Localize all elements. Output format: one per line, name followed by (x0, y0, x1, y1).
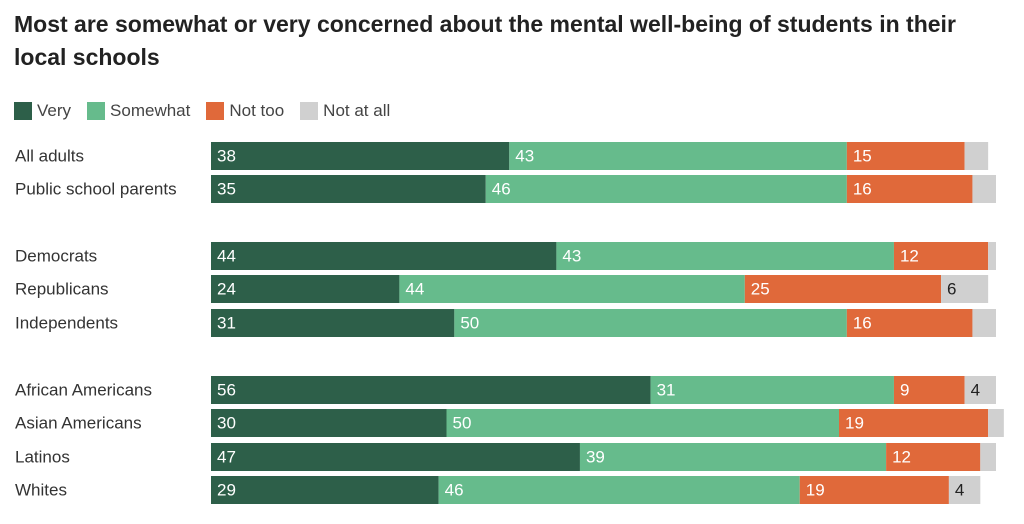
bar-not-at-all-asian-americans (988, 409, 1004, 437)
data-label-very-public-school-parents: 35 (217, 180, 236, 199)
legend-item-not-too: Not too (206, 101, 284, 121)
bar-not-too-african-americans (893, 376, 965, 404)
bar-not-at-all-independents (972, 309, 996, 337)
data-label-very-whites: 29 (217, 481, 236, 500)
bar-somewhat-latinos (579, 443, 887, 471)
data-label-somewhat-republicans: 44 (405, 280, 424, 299)
data-label-not-at-all-republicans: 6 (947, 280, 956, 299)
bar-not-at-all-latinos (980, 443, 996, 471)
data-label-very-asian-americans: 30 (217, 414, 236, 433)
bar-not-too-all-adults (846, 142, 965, 170)
bar-somewhat-public-school-parents (485, 175, 847, 203)
bar-not-at-all-republicans (941, 275, 989, 303)
legend: Very Somewhat Not too Not at all (14, 100, 406, 122)
bar-somewhat-all-adults (509, 142, 847, 170)
data-label-very-all-adults: 38 (217, 147, 236, 166)
data-label-not-too-public-school-parents: 16 (853, 180, 872, 199)
category-label-independents: Independents (15, 314, 118, 333)
data-label-not-too-independents: 16 (853, 314, 872, 333)
bar-very-public-school-parents (211, 175, 486, 203)
data-label-somewhat-democrats: 43 (562, 247, 581, 266)
bar-very-republicans (211, 275, 400, 303)
bar-not-too-whites (799, 476, 949, 504)
bar-not-at-all-public-school-parents (972, 175, 996, 203)
data-label-somewhat-public-school-parents: 46 (492, 180, 511, 199)
data-label-somewhat-all-adults: 43 (515, 147, 534, 166)
bar-very-all-adults (211, 142, 510, 170)
data-label-somewhat-asian-americans: 50 (453, 414, 472, 433)
data-label-somewhat-african-americans: 31 (657, 381, 676, 400)
bar-not-too-independents (846, 309, 973, 337)
bar-not-too-democrats (893, 242, 989, 270)
category-label-african-americans: African Americans (15, 381, 152, 400)
data-label-not-too-asian-americans: 19 (845, 414, 864, 433)
bar-not-too-latinos (886, 443, 981, 471)
bar-very-african-americans (211, 376, 651, 404)
data-label-somewhat-independents: 50 (460, 314, 479, 333)
bar-somewhat-independents (454, 309, 847, 337)
bar-not-at-all-african-americans (964, 376, 996, 404)
data-label-not-too-latinos: 12 (892, 448, 911, 467)
data-label-not-too-all-adults: 15 (853, 147, 872, 166)
bar-somewhat-african-americans (650, 376, 894, 404)
legend-swatch-very (14, 102, 32, 120)
data-label-very-independents: 31 (217, 314, 236, 333)
legend-swatch-not-too (206, 102, 225, 120)
bar-very-independents (211, 309, 455, 337)
chart-title: Most are somewhat or very concerned abou… (14, 11, 956, 70)
legend-label-very: Very (37, 101, 72, 120)
data-label-very-latinos: 47 (217, 448, 236, 467)
bar-not-too-asian-americans (839, 409, 989, 437)
bar-not-too-republicans (744, 275, 942, 303)
data-label-very-african-americans: 56 (217, 381, 236, 400)
category-label-public-school-parents: Public school parents (15, 180, 177, 199)
data-label-not-too-african-americans: 9 (900, 381, 909, 400)
data-label-not-too-republicans: 25 (751, 280, 770, 299)
data-label-somewhat-whites: 46 (445, 481, 464, 500)
data-label-somewhat-latinos: 39 (586, 448, 605, 467)
bar-not-too-public-school-parents (846, 175, 973, 203)
category-label-republicans: Republicans (15, 280, 109, 299)
bar-very-democrats (211, 242, 557, 270)
legend-item-very: Very (14, 101, 71, 121)
data-label-not-at-all-whites: 4 (955, 481, 964, 500)
data-label-not-too-democrats: 12 (900, 247, 919, 266)
legend-swatch-somewhat (87, 102, 106, 120)
bar-not-at-all-whites (948, 476, 981, 504)
bar-not-at-all-democrats (988, 242, 996, 270)
legend-label-somewhat: Somewhat (110, 101, 191, 120)
category-label-all-adults: All adults (15, 147, 84, 166)
bar-somewhat-whites (438, 476, 800, 504)
category-label-asian-americans: Asian Americans (15, 414, 142, 433)
legend-item-somewhat: Somewhat (87, 101, 190, 121)
legend-item-not-at-all: Not at all (300, 101, 390, 121)
category-label-latinos: Latinos (15, 448, 70, 467)
legend-swatch-not-at-all (300, 102, 319, 120)
category-label-whites: Whites (15, 481, 67, 500)
data-label-not-too-whites: 19 (806, 481, 825, 500)
bar-very-latinos (211, 443, 580, 471)
bar-somewhat-asian-americans (446, 409, 839, 437)
category-label-democrats: Democrats (15, 247, 97, 266)
bar-very-asian-americans (211, 409, 447, 437)
legend-label-not-too: Not too (229, 101, 285, 120)
bar-very-whites (211, 476, 439, 504)
data-label-not-at-all-african-americans: 4 (971, 381, 980, 400)
bar-somewhat-democrats (556, 242, 894, 270)
legend-label-not-at-all: Not at all (323, 101, 391, 120)
data-label-very-republicans: 24 (217, 280, 236, 299)
bar-not-at-all-all-adults (964, 142, 989, 170)
bar-somewhat-republicans (399, 275, 745, 303)
data-label-very-democrats: 44 (217, 247, 236, 266)
